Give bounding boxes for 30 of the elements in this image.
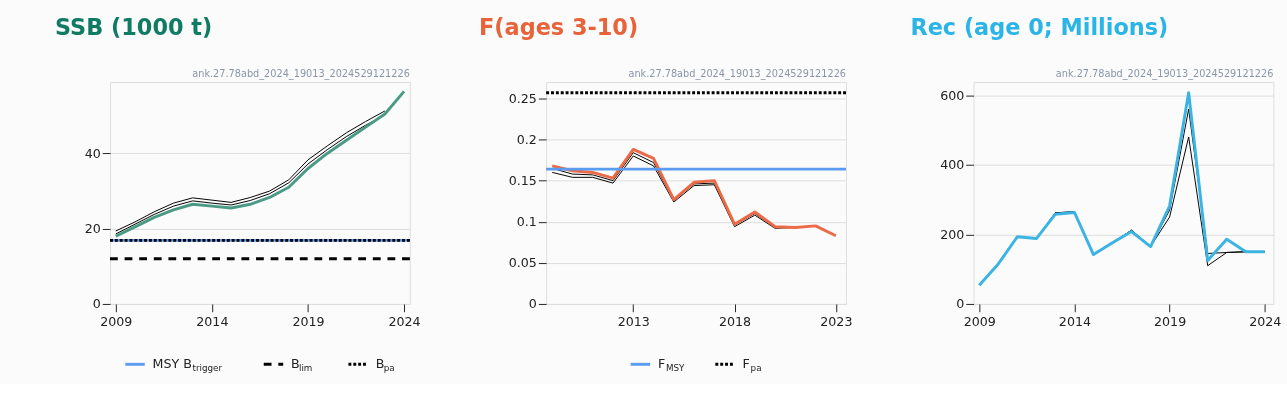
x-tick-label: 2018	[718, 313, 752, 329]
y-tick-label: 200	[940, 226, 965, 242]
chart-title: Rec (age 0; Millions)	[910, 14, 1169, 41]
x-tick-label: 2014	[1058, 313, 1091, 329]
y-tick-label: 0	[956, 296, 965, 312]
y-tick-label: 0	[92, 296, 101, 312]
y-tick-label: 400	[940, 157, 965, 173]
y-tick-label: 0.05	[508, 255, 537, 271]
x-tick-label: 2014	[196, 313, 229, 329]
y-tick-label: 40	[84, 145, 101, 161]
chart-title: F(ages 3-10)	[479, 14, 639, 41]
y-tick-label: 0.2	[516, 131, 537, 147]
y-tick-label: 0.1	[516, 214, 537, 230]
chart-title: SSB (1000 t)	[54, 14, 213, 41]
x-tick-label: 2024	[1249, 313, 1282, 329]
x-tick-label: 2009	[963, 313, 996, 329]
x-tick-label: 2019	[1154, 313, 1187, 329]
x-tick-label: 2023	[820, 313, 853, 329]
y-tick-label: 0	[528, 296, 537, 312]
x-tick-label: 2013	[617, 313, 650, 329]
y-tick-label: 20	[84, 221, 101, 237]
text: ank.27.78abd_2024_19013_2024529121226	[192, 68, 410, 81]
x-tick-label: 2009	[100, 313, 133, 329]
y-tick-label: 0.15	[508, 173, 537, 189]
x-tick-label: 2024	[388, 313, 421, 329]
y-tick-label: 600	[940, 87, 965, 103]
x-tick-label: 2019	[292, 313, 325, 329]
y-tick-label: 0.25	[508, 90, 537, 106]
text: ank.27.78abd_2024_19013_2024529121226	[628, 68, 846, 81]
text: ank.27.78abd_2024_19013_2024529121226	[1055, 68, 1274, 81]
